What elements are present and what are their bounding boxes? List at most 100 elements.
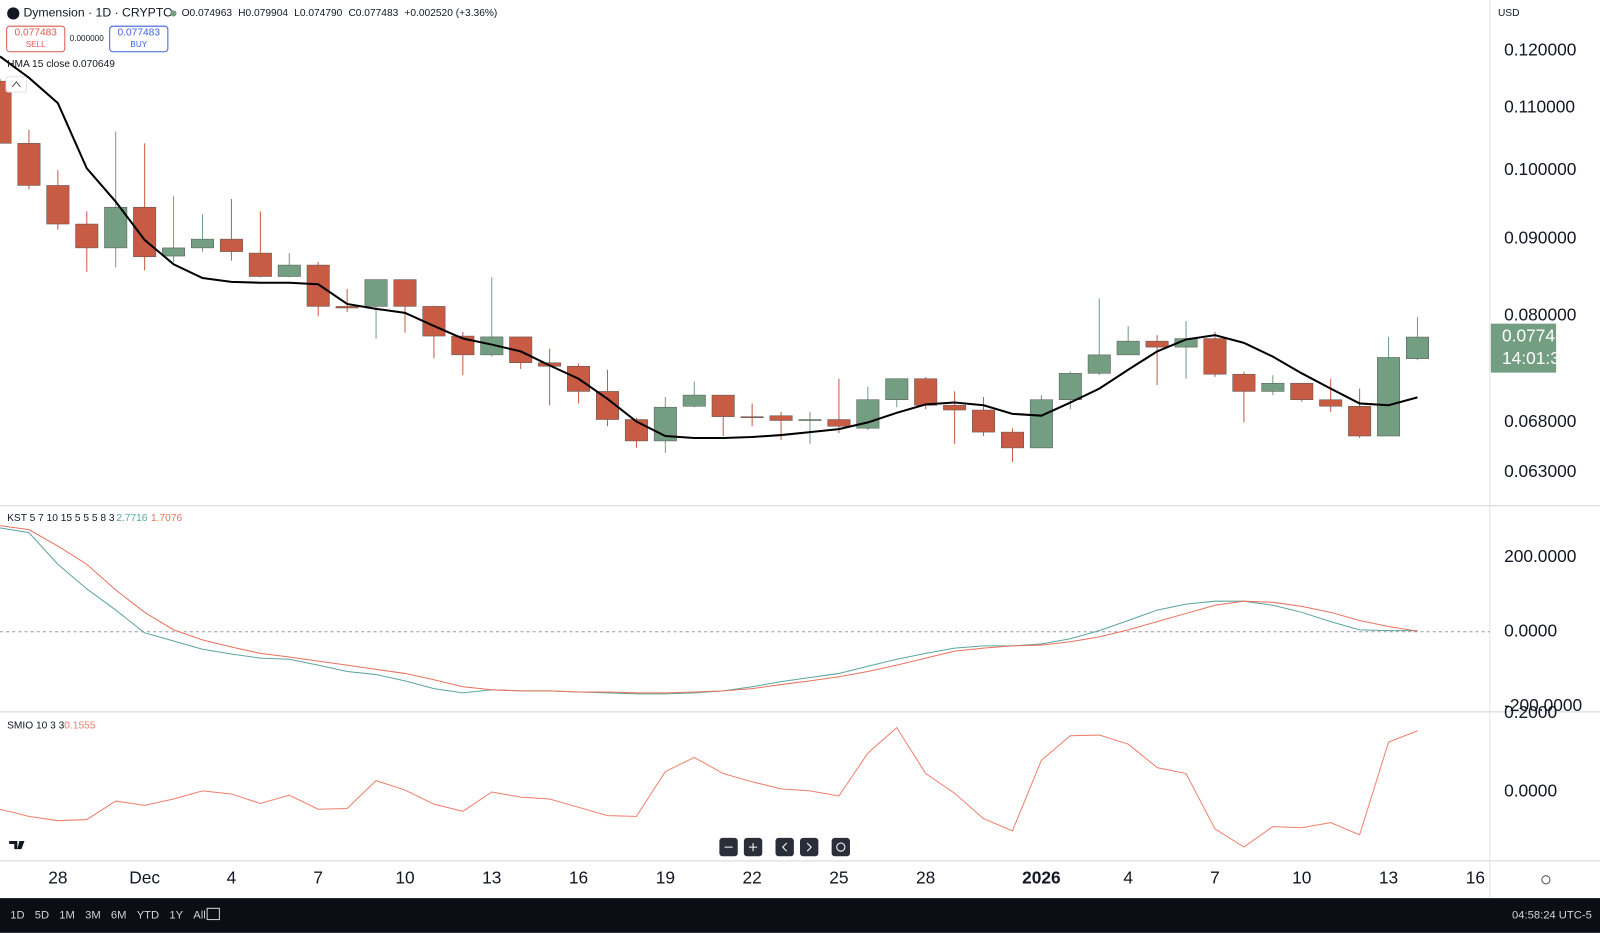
buy-label: BUY bbox=[130, 40, 147, 49]
y-tick-label: 0.080000 bbox=[1504, 305, 1576, 325]
buy-button[interactable] bbox=[109, 25, 169, 53]
market-status bbox=[170, 10, 177, 17]
symbol-logo bbox=[7, 7, 20, 20]
y-tick-label: 0.0000 bbox=[1504, 620, 1557, 640]
range-button[interactable]: All bbox=[193, 909, 205, 921]
candle-body bbox=[1405, 336, 1429, 359]
x-tick-label: 22 bbox=[742, 867, 761, 887]
candle-body bbox=[711, 394, 735, 417]
scroll-right[interactable] bbox=[800, 837, 819, 857]
y-tick-label: 0.2000 bbox=[1504, 702, 1557, 722]
line bbox=[0, 525, 1418, 694]
symbol-title[interactable]: Dymension · 1D · CRYPTO bbox=[23, 6, 172, 20]
candle-body bbox=[277, 264, 301, 277]
candle-body bbox=[827, 419, 851, 427]
icon bbox=[806, 842, 812, 852]
candle-body bbox=[75, 223, 99, 249]
candle-body bbox=[162, 247, 186, 257]
candle-body bbox=[769, 415, 793, 421]
candle-body bbox=[248, 252, 272, 277]
candle-body bbox=[624, 419, 648, 442]
range-button[interactable]: 1Y bbox=[169, 909, 183, 921]
bottom-toolbar bbox=[0, 898, 1600, 933]
candle-body bbox=[509, 336, 533, 363]
candle-body bbox=[596, 391, 619, 420]
smio-pane bbox=[0, 726, 1418, 848]
scroll-left[interactable] bbox=[775, 837, 794, 857]
range-button[interactable]: 3M bbox=[85, 909, 101, 921]
buy-price: 0.077483 bbox=[118, 28, 161, 39]
candle-body bbox=[798, 419, 822, 421]
tv-logo bbox=[9, 840, 25, 850]
candle-body bbox=[1116, 340, 1140, 356]
reset[interactable] bbox=[831, 837, 850, 857]
ohlc-value: O0.074963 bbox=[182, 8, 233, 19]
x-tick-label: 28 bbox=[916, 867, 935, 887]
nav-buttons bbox=[719, 837, 850, 857]
icon bbox=[781, 842, 788, 852]
calendar-icon[interactable] bbox=[206, 907, 220, 921]
candle-body bbox=[1261, 382, 1285, 392]
candle-body bbox=[682, 394, 706, 407]
kst-signal-value: 1.7076 bbox=[151, 513, 182, 524]
clock: 04:58:24 UTC-5 bbox=[1512, 909, 1592, 921]
candle-body bbox=[104, 206, 128, 249]
range-button[interactable]: 1D bbox=[10, 909, 24, 921]
candle-body bbox=[1319, 399, 1343, 407]
ohlc-value: L0.074790 bbox=[294, 8, 342, 19]
range-button[interactable]: 5D bbox=[35, 909, 49, 921]
candle-body bbox=[1145, 340, 1169, 348]
ohlc-value: C0.077483 bbox=[348, 8, 398, 19]
range-button[interactable]: YTD bbox=[137, 909, 159, 921]
candle-body bbox=[1290, 382, 1314, 400]
candle-body bbox=[943, 405, 967, 411]
candle-body bbox=[17, 143, 41, 186]
x-tick-label: 19 bbox=[656, 867, 675, 887]
x-tick-label: 16 bbox=[569, 867, 588, 887]
candle-body bbox=[1232, 373, 1256, 392]
collapse-button[interactable] bbox=[5, 76, 28, 93]
kst-legend: KST 5 7 10 15 5 5 5 8 3 bbox=[7, 513, 115, 524]
settings-icon[interactable] bbox=[1541, 875, 1551, 885]
smio-value: 0.1555 bbox=[64, 720, 95, 731]
price-tag bbox=[1490, 323, 1557, 373]
range-button[interactable]: 1M bbox=[59, 909, 75, 921]
price-tag-value: 0.077483 bbox=[1502, 325, 1574, 345]
x-tick-label: 10 bbox=[395, 867, 414, 887]
hma-legend: HMA 15 close bbox=[7, 59, 70, 70]
candle-body bbox=[335, 306, 359, 309]
candle-body bbox=[1203, 338, 1227, 375]
candle-body bbox=[306, 264, 330, 307]
x-tick-label: 10 bbox=[1292, 867, 1311, 887]
y-tick-label: 0.100000 bbox=[1504, 159, 1576, 179]
currency[interactable]: USD bbox=[1498, 8, 1520, 19]
smio-legend: SMIO 10 3 3 bbox=[7, 720, 65, 731]
line bbox=[0, 726, 1418, 848]
sell-price: 0.077483 bbox=[14, 28, 57, 39]
y-tick-label: 0.0000 bbox=[1504, 781, 1557, 801]
range-buttons: 1D 5D 1M 3M 6M YTD 1Y All bbox=[10, 909, 206, 921]
candle-body bbox=[191, 238, 214, 249]
icon bbox=[836, 842, 846, 852]
candle-body bbox=[972, 409, 996, 433]
candle-body bbox=[480, 336, 504, 356]
y-tick-label: 0.090000 bbox=[1504, 228, 1576, 248]
hma-value: 0.070649 bbox=[72, 59, 115, 70]
kst-value: 2.7716 bbox=[116, 513, 147, 524]
range-button[interactable]: 6M bbox=[111, 909, 127, 921]
candle-body bbox=[1029, 399, 1053, 449]
sell-button[interactable] bbox=[6, 25, 66, 53]
x-tick-label: 25 bbox=[829, 867, 848, 887]
ohlc-legend: O0.074963 H0.079904 L0.074790 C0.077483 bbox=[182, 8, 399, 19]
candle-body bbox=[219, 238, 243, 252]
y-tick-label: 0.068000 bbox=[1504, 411, 1576, 431]
candle-body bbox=[133, 206, 157, 258]
price-pane bbox=[0, 55, 1429, 463]
candle-body bbox=[1058, 373, 1082, 400]
ohlc-value: H0.079904 bbox=[238, 8, 288, 19]
x-tick-label: 7 bbox=[313, 867, 323, 887]
candle-body bbox=[0, 80, 12, 144]
